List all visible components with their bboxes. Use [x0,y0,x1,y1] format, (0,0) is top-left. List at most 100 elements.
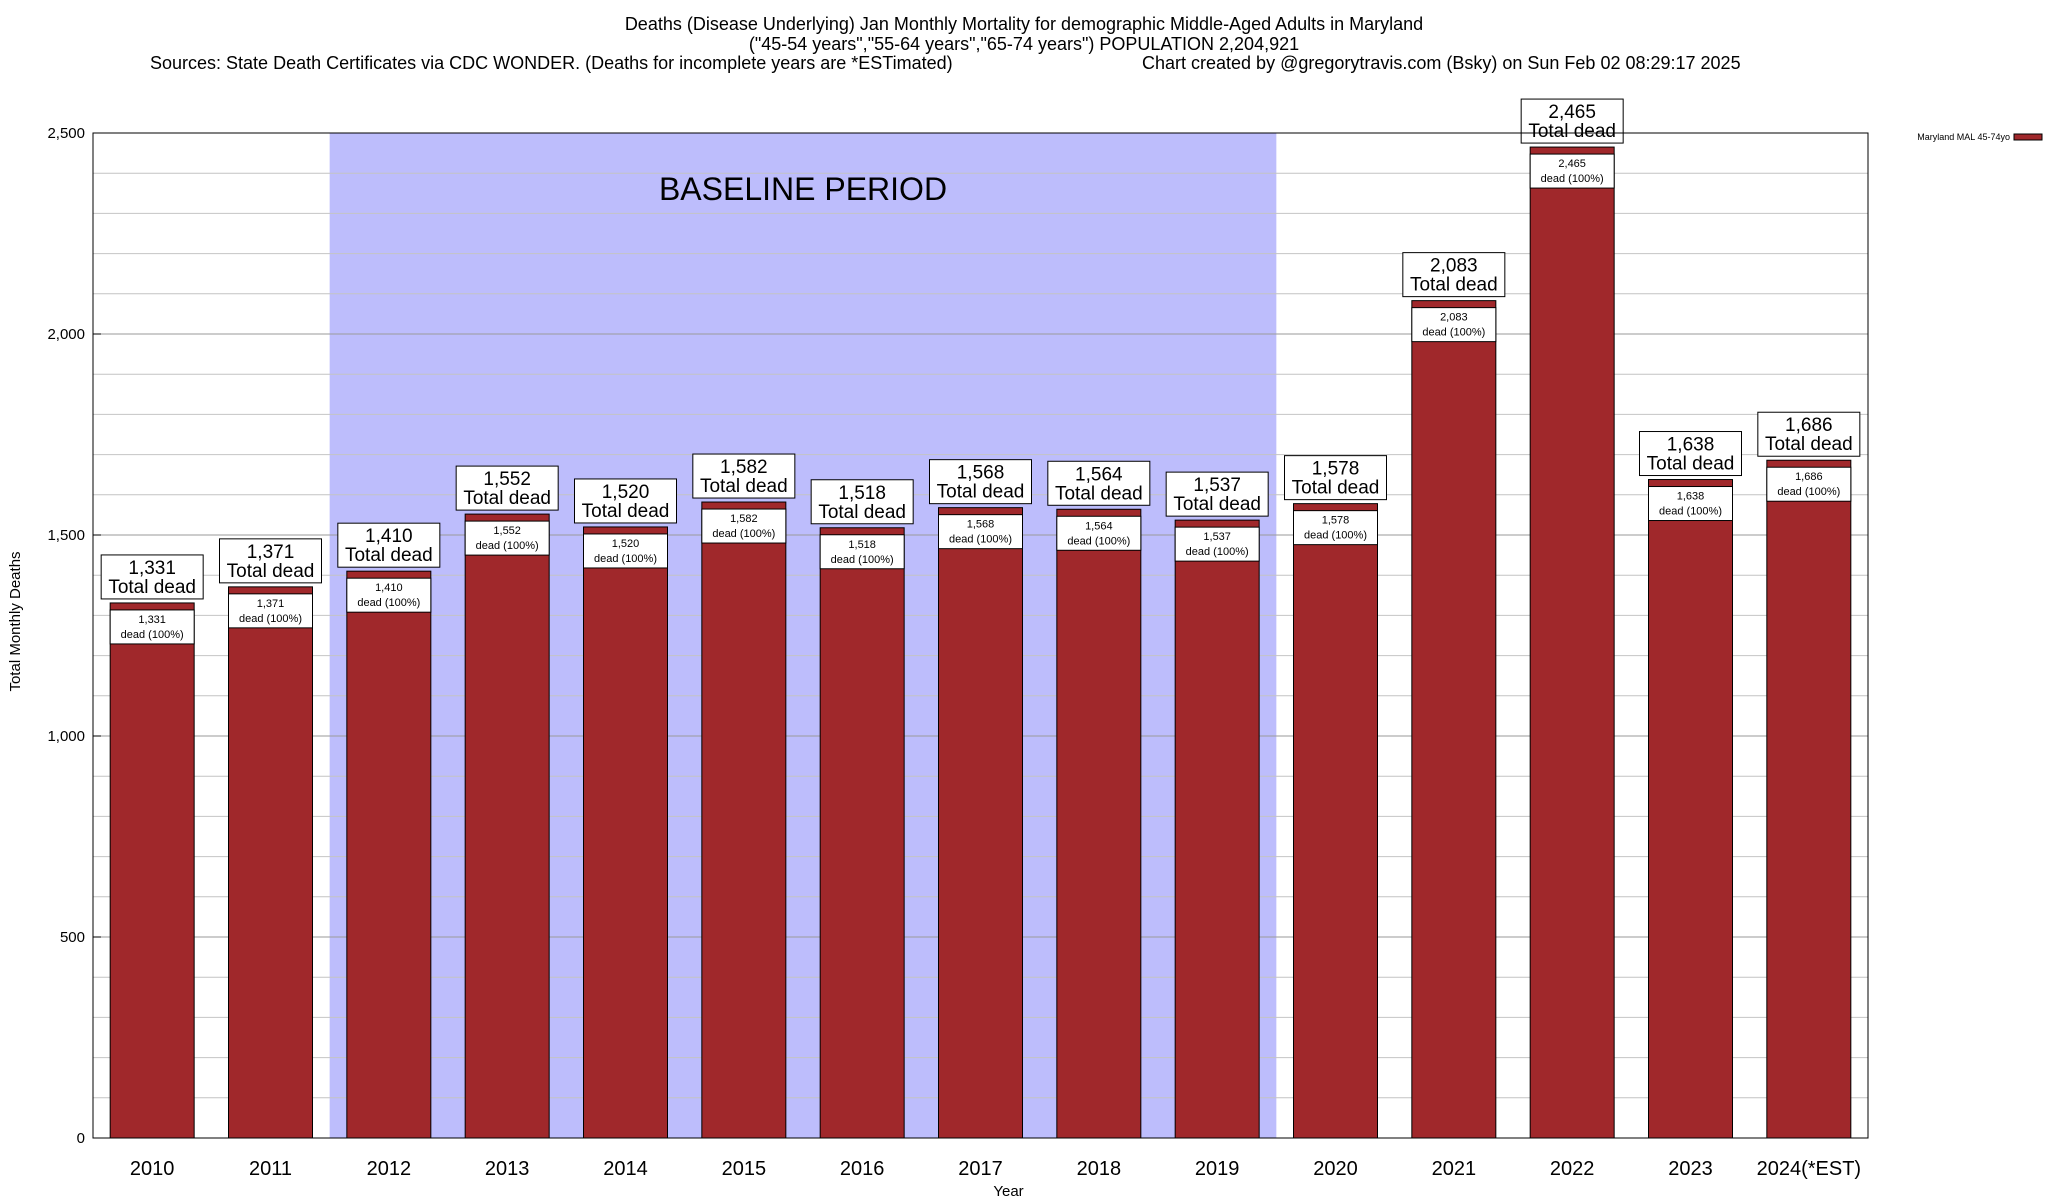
inner-percent-label: dead (100%) [594,553,657,565]
inner-percent-label: dead (100%) [1659,506,1722,518]
bar [1766,459,1852,1139]
inner-value-label: 1,638 [1677,491,1705,503]
inner-value-label: 1,410 [375,582,403,594]
chart-credit: Chart created by @gregorytravis.com (Bsk… [1142,53,1741,73]
total-dead-label: Total dead [1055,483,1143,504]
total-dead-label: Total dead [1173,494,1261,515]
total-label-box [1520,98,1624,144]
inner-percent-label: dead (100%) [1541,173,1604,185]
total-value-label: 2,465 [1548,102,1596,123]
total-dead-label: Total dead [108,577,196,598]
x-tick-label: 2022 [1550,1158,1595,1180]
inner-value-label: 1,564 [1085,520,1113,532]
chart-title: Deaths (Disease Underlying) Jan Monthly … [624,14,1424,34]
total-value-label: 1,568 [957,463,1005,484]
total-label-box [574,478,677,524]
total-label-box [337,522,441,568]
inner-value-label: 1,578 [1322,515,1350,527]
inner-label-box [819,534,905,570]
inner-label-box [938,514,1023,550]
total-label-box [1639,431,1742,477]
inner-value-label: 1,686 [1795,471,1823,483]
bar [701,501,787,1139]
bar [1293,503,1378,1139]
y-tick-label: 2,000 [47,326,85,343]
inner-label-box [346,577,432,613]
total-value-label: 1,686 [1785,415,1833,436]
total-dead-label: Total dead [937,482,1025,503]
total-dead-label: Total dead [227,561,315,582]
total-value-label: 1,564 [1075,464,1123,485]
legend-swatch [2013,133,2043,141]
y-axis-label: Total Monthly Deaths [7,551,24,691]
total-dead-label: Total dead [1410,275,1498,296]
inner-value-label: 1,518 [848,539,876,551]
inner-label-box [1529,153,1615,189]
inner-percent-label: dead (100%) [121,629,184,641]
x-tick-label: 2010 [130,1158,175,1180]
bar [228,586,313,1139]
total-value-label: 1,331 [128,558,176,579]
total-label-box [929,459,1032,505]
x-tick-label: 2021 [1432,1158,1477,1180]
total-dead-label: Total dead [818,502,906,523]
bar [1529,146,1615,1139]
inner-label-box [583,533,668,569]
total-label-box [219,538,322,584]
inner-label-box [1411,307,1497,343]
baseline-label: BASELINE PERIOD [659,171,947,207]
inner-label-box [1648,486,1733,522]
total-dead-label: Total dead [1765,434,1853,455]
legend-label: Maryland MAL 45-74yo [1917,132,2010,142]
inner-label-box [464,520,550,556]
inner-percent-label: dead (100%) [1777,486,1840,498]
total-label-box [810,479,914,525]
total-dead-label: Total dead [1647,454,1735,475]
total-dead-label: Total dead [582,501,670,522]
inner-percent-label: dead (100%) [949,534,1012,546]
total-dead-label: Total dead [1292,478,1380,499]
total-value-label: 2,083 [1430,256,1478,277]
total-dead-label: Total dead [463,488,551,509]
total-value-label: 1,638 [1667,435,1715,456]
total-dead-label: Total dead [700,476,788,497]
total-value-label: 1,552 [483,469,531,490]
axes: 2010 2011 2012 2013 2014 2015 2016 2017 2018 2019… [7,125,1869,1200]
bar [346,570,432,1139]
total-dead-label: Total dead [1528,121,1616,142]
bar [1648,479,1733,1139]
y-tick-label: 500 [60,929,85,946]
inner-label-box [228,593,313,629]
inner-value-label: 1,537 [1203,531,1231,543]
y-tick-label: 0 [77,1130,85,1147]
inner-value-label: 1,552 [493,525,521,537]
plot-frame [92,132,1869,1139]
x-tick-label: 2024(*EST) [1757,1158,1862,1180]
inner-label-box [1766,466,1852,502]
x-tick-label: 2015 [722,1158,767,1180]
inner-value-label: 1,520 [612,538,640,550]
total-label-box [1284,455,1387,501]
x-tick-label: 2017 [958,1158,1003,1180]
bar [938,507,1023,1139]
inner-value-label: 1,582 [730,513,758,525]
total-label-box [455,465,559,511]
inner-value-label: 1,568 [967,519,995,531]
inner-value-label: 2,083 [1440,312,1468,324]
bar [1411,300,1497,1139]
inner-percent-label: dead (100%) [1422,327,1485,339]
